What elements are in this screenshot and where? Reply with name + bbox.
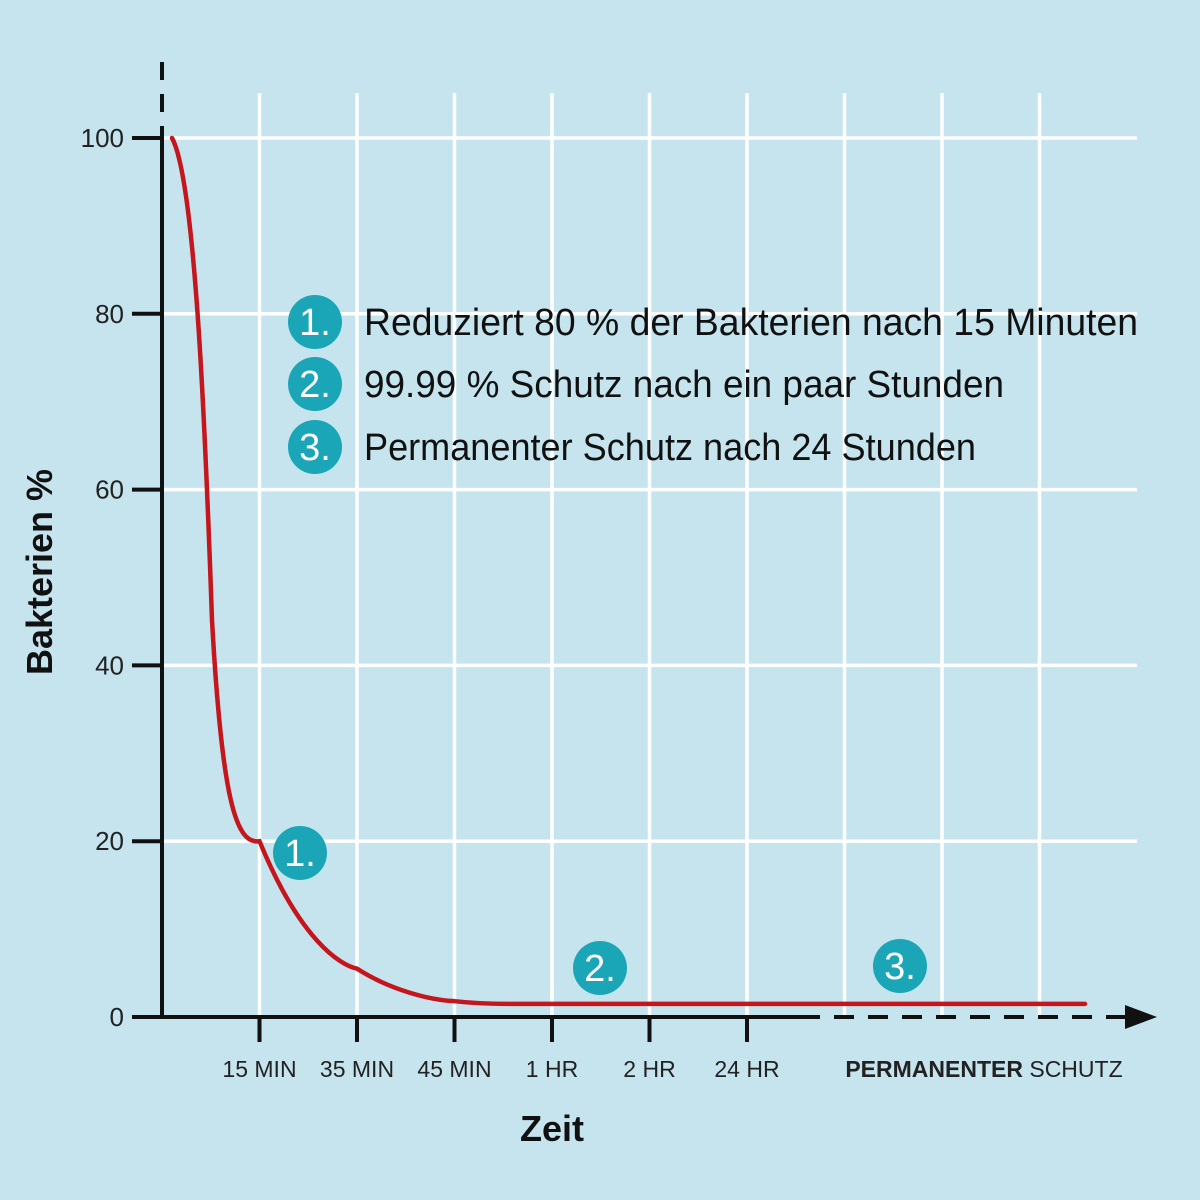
axes: 0 20 40 60 80 100 15 MIN 35 MIN 45 MIN 1 HR 2 HR 24… <box>19 62 1157 1149</box>
y-tick-label-80: 80 <box>95 299 124 329</box>
annotation-badge-label-3: 3. <box>884 946 916 988</box>
legend-badge-circle-2 <box>288 357 342 411</box>
y-tick-label-100: 100 <box>81 123 124 153</box>
y-tick-label-20: 20 <box>95 826 124 856</box>
x-tick-label-4: 1 HR <box>526 1056 578 1082</box>
x-axis-arrow-icon <box>1125 1005 1157 1029</box>
series-line-0 <box>169 135 1088 1007</box>
annotation-badge-3: 3. <box>873 939 927 993</box>
series <box>169 135 1088 1007</box>
legend-text-3: Permanenter Schutz nach 24 Stunden <box>364 427 976 469</box>
y-axis-title: Bakterien % <box>19 469 60 675</box>
x-axis-title: Zeit <box>520 1108 584 1149</box>
legend-text-2: 99.99 % Schutz nach ein paar Stunden <box>364 364 1004 406</box>
annotation-badge-circle-1 <box>273 826 327 880</box>
annotation-badge-circle-2 <box>573 941 627 995</box>
legend-text-1: Reduziert 80 % der Bakterien nach 15 Min… <box>364 302 1138 344</box>
annotations: 1. 2. 3. <box>273 826 927 995</box>
legend-item-1: 1. Reduziert 80 % der Bakterien nach 15 M… <box>288 295 1138 349</box>
annotation-badge-label-1: 1. <box>284 833 316 875</box>
annotation-badge-label-2: 2. <box>584 948 616 990</box>
x-end-label-bold: PERMANENTER <box>845 1056 1023 1082</box>
grid <box>162 93 1137 1017</box>
x-tick-label-6: 24 HR <box>714 1056 779 1082</box>
legend-badge-circle-1 <box>288 295 342 349</box>
annotation-badge-circle-3 <box>873 939 927 993</box>
y-tick-label-60: 60 <box>95 475 124 505</box>
legend-badge-label-3: 3. <box>299 427 331 469</box>
x-end-label-rest: SCHUTZ <box>1023 1056 1123 1082</box>
legend-item-2: 2. 99.99 % Schutz nach ein paar Stunden <box>288 357 1004 411</box>
x-tick-label-1: 15 MIN <box>222 1056 296 1082</box>
legend-badge-label-2: 2. <box>299 364 331 406</box>
annotation-badge-1: 1. <box>273 826 327 880</box>
legend-badge-label-1: 1. <box>299 302 331 344</box>
y-tick-label-0: 0 <box>110 1002 124 1032</box>
legend: 1. Reduziert 80 % der Bakterien nach 15 M… <box>288 295 1138 474</box>
x-tick-label-3: 45 MIN <box>417 1056 491 1082</box>
legend-badge-circle-3 <box>288 420 342 474</box>
annotation-badge-2: 2. <box>573 941 627 995</box>
x-tick-label-2: 35 MIN <box>320 1056 394 1082</box>
x-end-label: PERMANENTER SCHUTZ <box>845 1056 1122 1082</box>
legend-item-3: 3. Permanenter Schutz nach 24 Stunden <box>288 420 976 474</box>
x-tick-label-5: 2 HR <box>623 1056 675 1082</box>
y-tick-label-40: 40 <box>95 650 124 680</box>
